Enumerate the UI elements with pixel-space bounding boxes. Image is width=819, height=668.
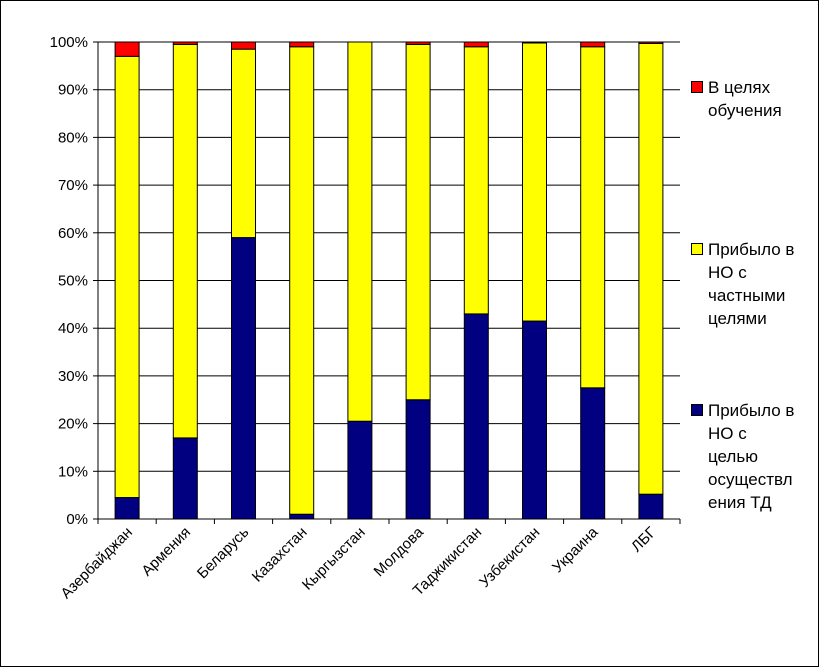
x-category-label: Молдова: [371, 523, 428, 580]
bar-segment: [172, 41, 198, 45]
y-tick-label: 10%: [58, 463, 88, 480]
bar-segment: [580, 387, 606, 520]
bar-segment: [580, 41, 606, 48]
bar-segment: [405, 41, 431, 45]
y-tick-label: 0%: [66, 511, 88, 528]
x-category-label: Кыргызстан: [299, 524, 369, 594]
bar-segment: [114, 55, 140, 499]
legend-label-work: Прибыло в НО с целью осуществл ения ТД: [708, 401, 795, 512]
legend-label-education: В целях обучения: [708, 78, 782, 120]
bar-segment: [522, 41, 547, 44]
bar-segment: [289, 513, 315, 520]
bar-segment: [580, 46, 606, 389]
legend-swatch-education: [691, 81, 703, 93]
bar-segment: [522, 42, 547, 322]
bar-segment: [231, 48, 256, 239]
y-tick-label: 100%: [50, 34, 88, 51]
bar-segment: [522, 320, 547, 520]
bar-segment: [231, 41, 256, 50]
x-category-label: Армения: [138, 524, 194, 580]
y-tick-label: 80%: [58, 129, 88, 146]
x-category-label: Украина: [549, 523, 602, 576]
legend-swatch-private: [691, 243, 703, 255]
bar-segment: [638, 41, 664, 44]
legend-label-private: Прибыло в НО с частными целями: [708, 240, 795, 328]
y-tick-label: 50%: [58, 273, 88, 290]
bar-segment: [289, 46, 315, 515]
y-tick-label: 30%: [58, 368, 88, 385]
bar-segment: [463, 46, 489, 315]
bar-segment: [289, 41, 315, 48]
y-tick-label: 20%: [58, 416, 88, 433]
y-tick-label: 90%: [58, 82, 88, 99]
bar-segment: [347, 41, 373, 422]
x-category-label: Узбекистан: [476, 524, 543, 591]
bar-segment: [347, 420, 373, 520]
bar-segment: [463, 313, 489, 520]
x-category-label: Азербайджан: [58, 524, 136, 602]
x-category-label: Беларусь: [194, 524, 253, 583]
bar-segment: [405, 399, 431, 520]
bar-segment: [231, 237, 256, 520]
bar-segment: [638, 493, 664, 520]
x-category-label: ЛБГ: [628, 524, 660, 556]
bar-segment: [114, 41, 140, 57]
bar-segment: [172, 43, 198, 439]
bar-segment: [405, 43, 431, 401]
y-tick-label: 40%: [58, 320, 88, 337]
bar-segment: [114, 497, 140, 520]
legend-swatch-work: [691, 404, 703, 416]
bar-segment: [463, 41, 489, 48]
y-tick-label: 60%: [58, 225, 88, 242]
x-category-label: Казахстан: [249, 524, 311, 586]
bar-segment: [638, 42, 664, 495]
bar-segment: [172, 437, 198, 520]
y-tick-label: 70%: [58, 177, 88, 194]
